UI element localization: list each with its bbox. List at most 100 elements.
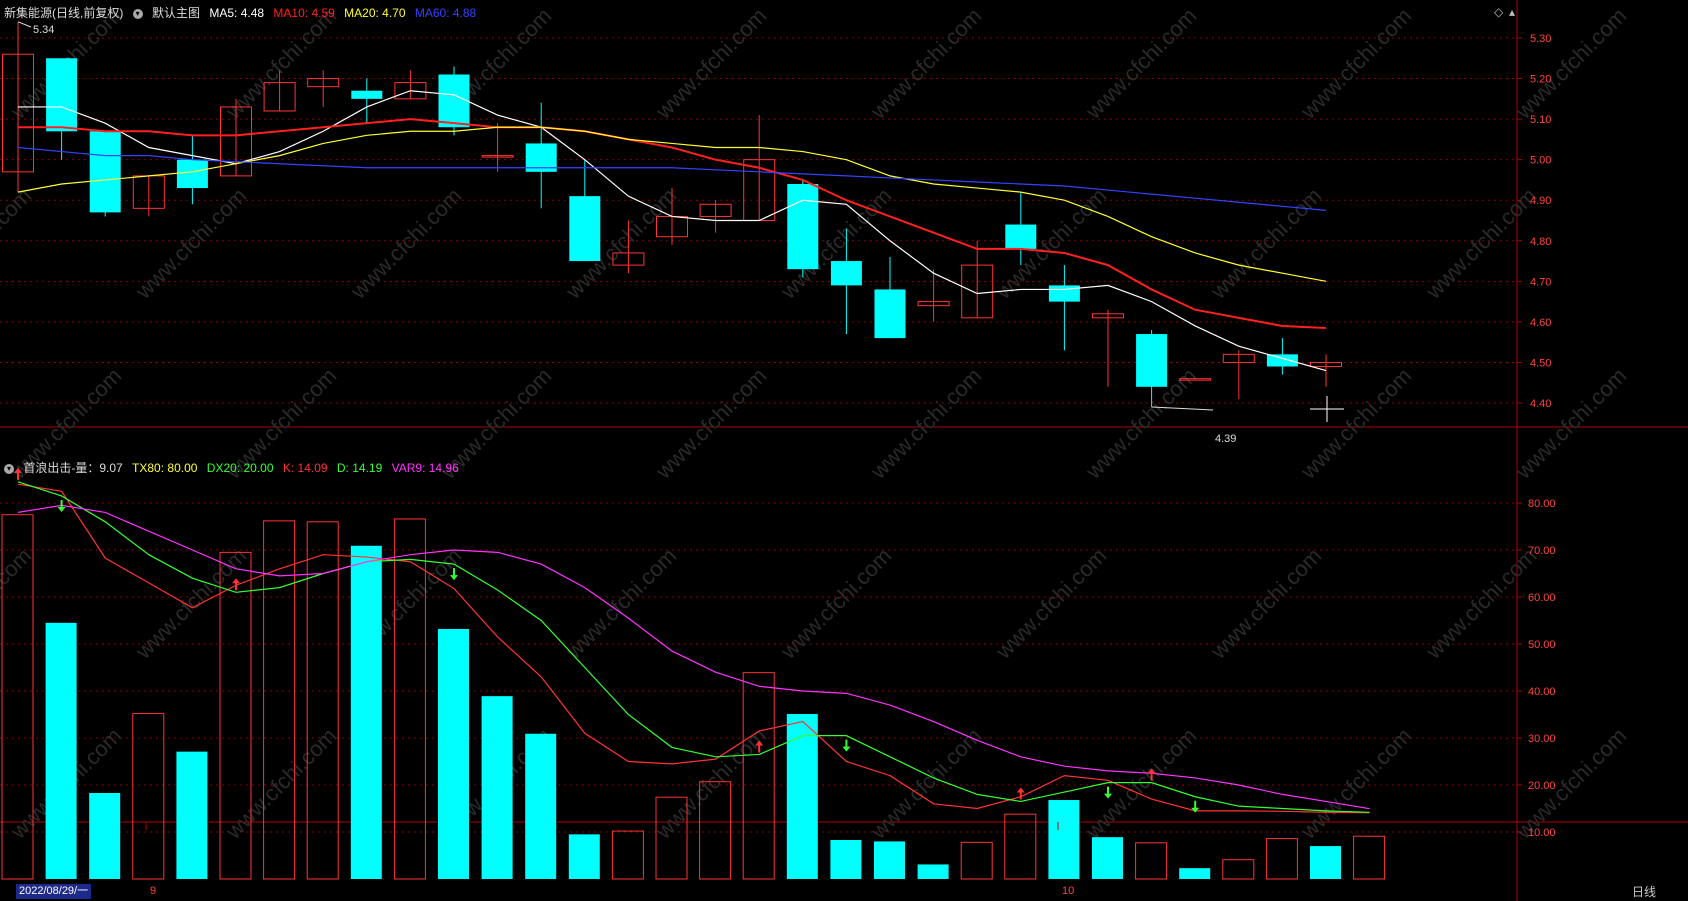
watermark-text: www.cfchi.com: [220, 723, 341, 844]
collapse-icon[interactable]: ▾: [132, 8, 143, 19]
candle-body: [1266, 354, 1298, 367]
volume-bar: [89, 792, 121, 879]
diamond-icon[interactable]: ◇: [1494, 5, 1504, 19]
period-label[interactable]: 日线: [1631, 885, 1656, 899]
watermark-text: www.cfchi.com: [990, 543, 1111, 664]
var9-label: VAR9: 14.96: [391, 461, 459, 475]
y-tick-label: 5.10: [1530, 114, 1551, 126]
ma60-label: MA60: 4.88: [414, 6, 477, 20]
volume-bar: [874, 841, 905, 879]
dx20-label: DX20: 20.00: [206, 461, 274, 475]
y-tick-label: 40.00: [1528, 686, 1556, 698]
volume-bar: [219, 551, 252, 880]
watermark-text: www.cfchi.com: [865, 723, 986, 844]
watermark-text: www.cfchi.com: [1420, 543, 1541, 664]
y-tick-label: 50.00: [1528, 639, 1556, 651]
watermark-text: www.cfchi.com: [775, 543, 896, 664]
y-tick-label: 4.40: [1530, 398, 1551, 410]
watermark-text: www.cfchi.com: [1295, 363, 1416, 484]
candle-body: [46, 58, 78, 132]
volume-bar: [1048, 800, 1080, 879]
ma10-label: MA10: 4.59: [273, 6, 335, 20]
volume-bar: [960, 841, 993, 880]
candle-body: [2, 53, 34, 173]
watermark-text: www.cfchi.com: [1080, 3, 1201, 124]
y-tick-label: 4.80: [1530, 236, 1551, 248]
volume-bar: [786, 714, 818, 879]
volume-bar: [525, 733, 557, 879]
watermark-text: www.cfchi.com: [345, 183, 466, 304]
candle-body: [569, 196, 601, 262]
high-pointer: [17, 21, 32, 28]
y-tick-label: 30.00: [1528, 733, 1556, 745]
candle-body: [176, 159, 208, 189]
tx80-label: TX80: 80.00: [132, 461, 198, 475]
candle-body: [1136, 334, 1168, 387]
watermark-text: www.cfchi.com: [1205, 543, 1326, 664]
watermark-text: www.cfchi.com: [1080, 723, 1201, 844]
watermark-text: www.cfchi.com: [0, 543, 36, 664]
watermark-text: www.cfchi.com: [130, 543, 251, 664]
volume-bar: [1004, 813, 1037, 880]
y-tick-label: 20.00: [1528, 780, 1556, 792]
candle-body: [1222, 353, 1255, 363]
collapse-icon[interactable]: ▾: [4, 463, 14, 474]
watermark-text: www.cfchi.com: [0, 183, 36, 304]
candle-body: [438, 74, 470, 128]
watermark-text: www.cfchi.com: [650, 723, 771, 844]
indicator-title: 首浪出击-量：9.07: [23, 461, 123, 475]
volume-bar: [1310, 846, 1341, 879]
up-arrow-icon: [1147, 768, 1156, 781]
watermark-text: www.cfchi.com: [1420, 183, 1541, 304]
watermark-text: www.cfchi.com: [865, 363, 986, 484]
volume-bar: [1, 514, 34, 880]
volume-bar: [393, 518, 426, 880]
candle-body: [1310, 361, 1342, 368]
down-arrow-icon: [1191, 800, 1200, 813]
watermark-text: www.cfchi.com: [650, 3, 771, 124]
watermark-text: www.cfchi.com: [560, 543, 681, 664]
candle-body: [525, 143, 557, 172]
volume-bar: [45, 622, 77, 879]
k-line: [17, 483, 1370, 814]
volume-bar: [830, 839, 862, 879]
candle-body: [89, 131, 121, 213]
y-tick-label: 60.00: [1528, 592, 1556, 604]
d-label: D: 14.19: [336, 461, 383, 475]
candle-body: [263, 82, 296, 112]
y-tick-label: 70.00: [1528, 545, 1556, 557]
volume-bar: [132, 713, 165, 880]
watermark-text: www.cfchi.com: [1510, 363, 1631, 484]
down-arrow-icon: [842, 739, 851, 752]
candle-body: [699, 203, 732, 217]
k-label: K: 14.09: [282, 461, 328, 475]
down-arrow-icon: [450, 568, 458, 581]
candle-body: [220, 106, 252, 177]
chart-name[interactable]: 默认主图: [152, 6, 201, 20]
y-tick-label: 5.00: [1530, 155, 1551, 167]
scroll-up-icon[interactable]: ▴: [1509, 5, 1516, 19]
up-arrow-icon: [1016, 787, 1025, 800]
ma20-line: [17, 126, 1327, 282]
volume-bar: [655, 796, 688, 880]
volume-bar: [1092, 837, 1123, 879]
var9-line: [17, 504, 1370, 810]
date-label: 2022/08/29/一: [16, 884, 92, 899]
y-tick-label: 5.30: [1530, 33, 1551, 45]
watermark-text: www.cfchi.com: [1295, 3, 1416, 124]
stock-title: 新集能源(日线,前复权): [4, 6, 124, 20]
y-tick-label: 80.00: [1528, 498, 1556, 510]
ma10-line: [18, 118, 1327, 329]
ma60-line: [17, 146, 1327, 211]
volume-bar: [742, 672, 775, 880]
main-legend: 新集能源(日线,前复权) ▾ 默认主图 MA5: 4.48 MA10: 4.59…: [4, 4, 482, 21]
volume-bar: [699, 781, 732, 880]
volume-bar: [568, 834, 600, 879]
candlestick-panel: [2, 21, 1344, 422]
sub-legend: ▾ 首浪出击-量：9.07 TX80: 80.00 DX20: 20.00 K:…: [4, 459, 465, 476]
volume-bar: [481, 696, 513, 879]
volume-bar: [263, 520, 296, 880]
y-tick-label: 4.70: [1530, 276, 1551, 288]
candle-body: [1048, 285, 1080, 302]
